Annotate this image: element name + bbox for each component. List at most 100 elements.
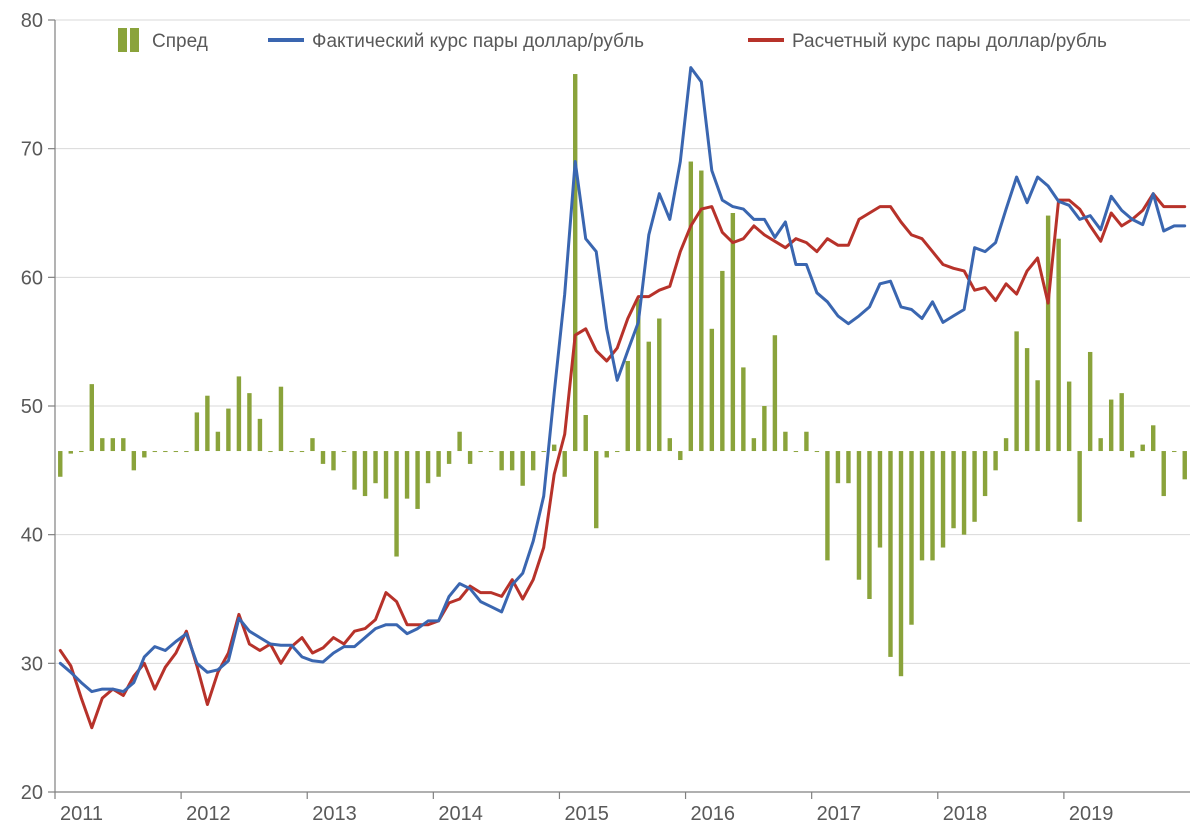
x-tick-label: 2013 bbox=[312, 803, 357, 825]
x-tick-label: 2019 bbox=[1069, 803, 1114, 825]
usd-rub-chart: 2030405060708020112012201320142015201620… bbox=[0, 0, 1200, 826]
y-tick-label: 80 bbox=[21, 10, 43, 32]
bar bbox=[752, 438, 756, 451]
y-tick-label: 40 bbox=[21, 525, 43, 547]
bar bbox=[279, 387, 283, 451]
bar bbox=[331, 451, 335, 470]
bar bbox=[1172, 451, 1176, 452]
bar bbox=[804, 432, 808, 451]
legend-label: Расчетный курс пары доллар/рубль bbox=[792, 31, 1107, 52]
x-tick-label: 2017 bbox=[817, 803, 862, 825]
bar bbox=[300, 451, 304, 452]
bar bbox=[184, 451, 188, 452]
bar bbox=[384, 451, 388, 499]
legend-label: Фактический курс пары доллар/рубль bbox=[312, 31, 644, 52]
y-tick-label: 20 bbox=[21, 782, 43, 804]
bar bbox=[426, 451, 430, 483]
bar bbox=[457, 432, 461, 451]
bar bbox=[436, 451, 440, 477]
legend-label: Спред bbox=[152, 31, 208, 52]
bar bbox=[1141, 445, 1145, 451]
bar bbox=[594, 451, 598, 528]
bar bbox=[1151, 425, 1155, 451]
bar bbox=[1035, 380, 1039, 451]
bar bbox=[562, 451, 566, 477]
bar bbox=[1046, 216, 1050, 451]
bar bbox=[363, 451, 367, 496]
bar bbox=[825, 451, 829, 560]
bar bbox=[972, 451, 976, 522]
bar bbox=[258, 419, 262, 451]
bar bbox=[132, 451, 136, 470]
x-tick-label: 2011 bbox=[60, 803, 103, 825]
bar bbox=[689, 162, 693, 452]
bar bbox=[983, 451, 987, 496]
bar bbox=[163, 451, 167, 452]
bar bbox=[1067, 382, 1071, 451]
bar bbox=[79, 451, 83, 452]
bar bbox=[226, 409, 230, 451]
bar bbox=[731, 213, 735, 451]
bar bbox=[899, 451, 903, 676]
bar bbox=[836, 451, 840, 483]
bar bbox=[668, 438, 672, 451]
bar bbox=[1088, 352, 1092, 451]
y-tick-label: 60 bbox=[21, 267, 43, 289]
bar bbox=[289, 451, 293, 452]
bar bbox=[1056, 239, 1060, 451]
bar bbox=[352, 451, 356, 490]
bar bbox=[90, 384, 94, 451]
y-tick-label: 50 bbox=[21, 396, 43, 418]
bar bbox=[920, 451, 924, 560]
x-tick-label: 2016 bbox=[691, 803, 736, 825]
bar bbox=[205, 396, 209, 451]
bar bbox=[373, 451, 377, 483]
y-tick-label: 30 bbox=[21, 653, 43, 675]
bar bbox=[615, 451, 619, 452]
chart-svg: 2030405060708020112012201320142015201620… bbox=[0, 0, 1200, 826]
bar bbox=[552, 445, 556, 451]
bar bbox=[1130, 451, 1134, 457]
x-tick-label: 2015 bbox=[564, 803, 609, 825]
bar bbox=[573, 74, 577, 451]
bar bbox=[626, 361, 630, 451]
bar bbox=[142, 451, 146, 457]
bar bbox=[1014, 331, 1018, 451]
bar bbox=[321, 451, 325, 464]
bar bbox=[394, 451, 398, 557]
bar bbox=[468, 451, 472, 464]
y-tick-label: 70 bbox=[21, 139, 43, 161]
bar bbox=[909, 451, 913, 625]
bar bbox=[1077, 451, 1081, 522]
bar bbox=[1162, 451, 1166, 496]
bar bbox=[499, 451, 503, 470]
bar bbox=[1183, 451, 1187, 479]
bar bbox=[720, 271, 724, 451]
x-tick-label: 2018 bbox=[943, 803, 988, 825]
bar bbox=[993, 451, 997, 470]
bar bbox=[867, 451, 871, 599]
bar bbox=[489, 451, 493, 452]
bar bbox=[1109, 400, 1113, 451]
bar bbox=[710, 329, 714, 451]
bar bbox=[121, 438, 125, 451]
bar bbox=[174, 451, 178, 452]
bar bbox=[878, 451, 882, 548]
bar bbox=[195, 412, 199, 451]
bar bbox=[447, 451, 451, 464]
bar bbox=[815, 451, 819, 452]
bar bbox=[647, 342, 651, 451]
bar bbox=[478, 451, 482, 452]
bar bbox=[888, 451, 892, 657]
bar bbox=[405, 451, 409, 499]
bar bbox=[342, 451, 346, 452]
bar bbox=[58, 451, 62, 477]
bar bbox=[657, 319, 661, 452]
bar bbox=[584, 415, 588, 451]
bar bbox=[1025, 348, 1029, 451]
bar bbox=[1098, 438, 1102, 451]
bar bbox=[857, 451, 861, 580]
bar bbox=[268, 451, 272, 452]
bar bbox=[69, 451, 73, 454]
bar bbox=[951, 451, 955, 528]
